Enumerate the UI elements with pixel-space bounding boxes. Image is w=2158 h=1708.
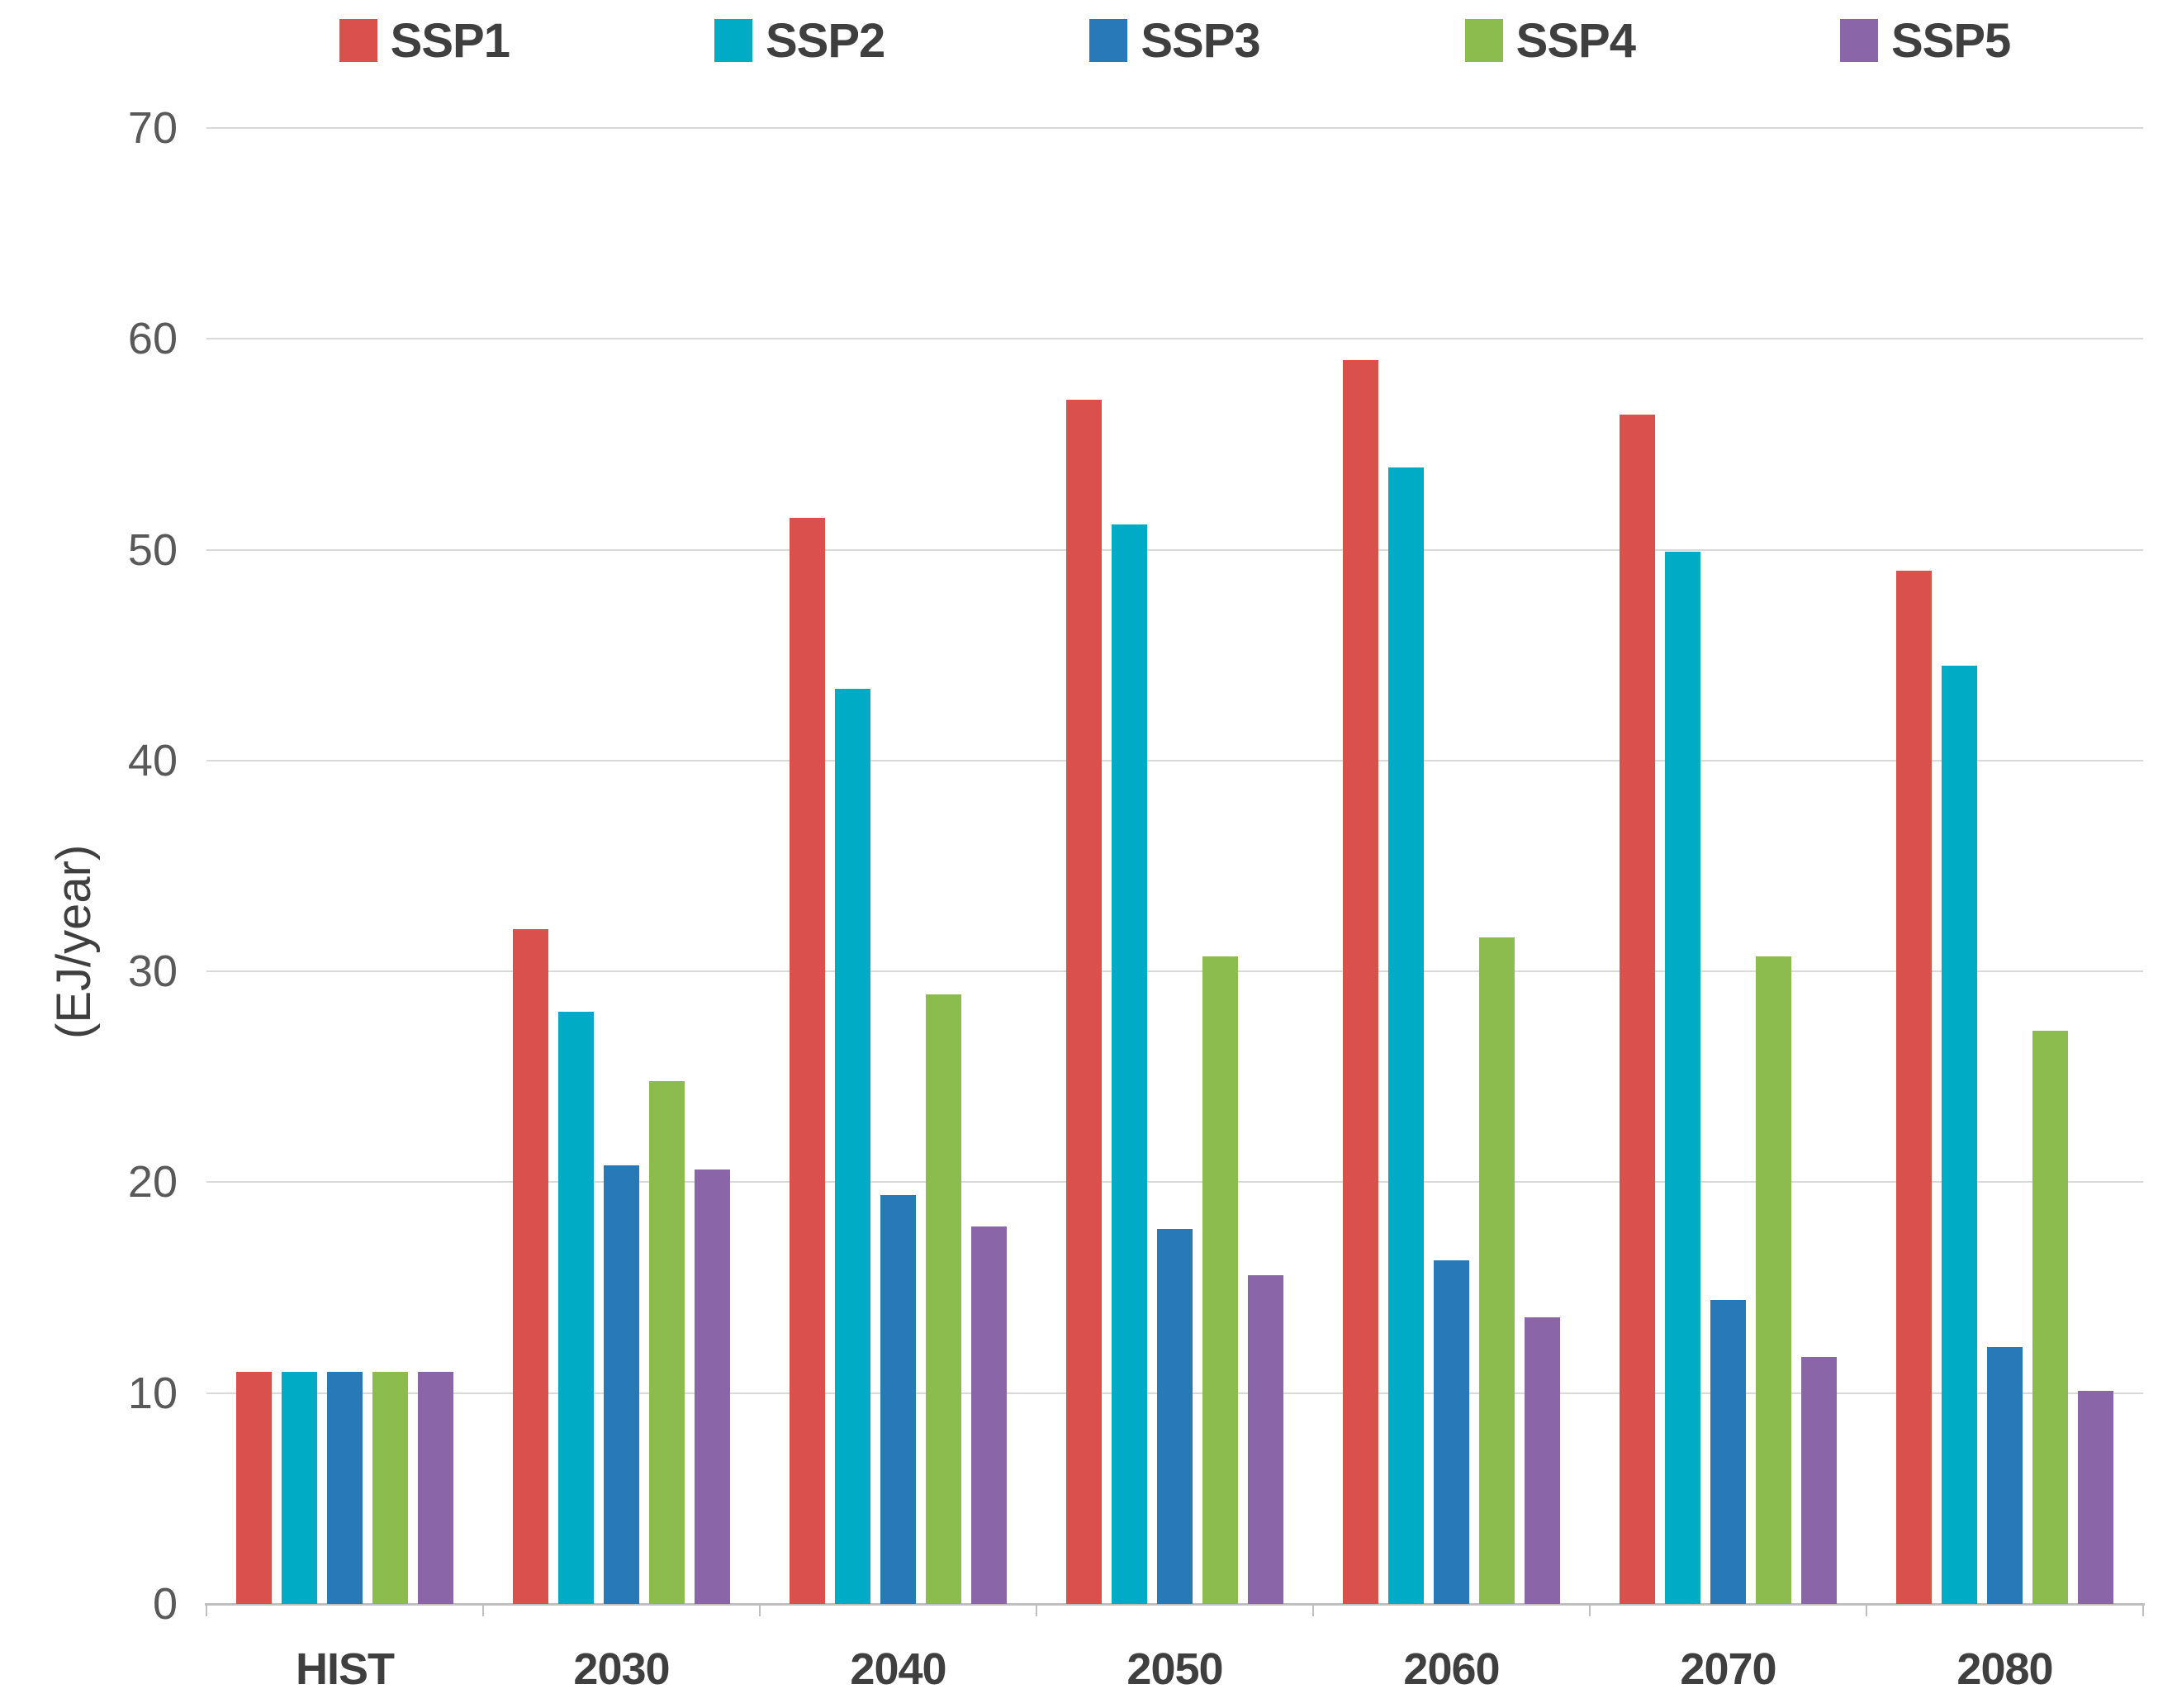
- bar-ssp5-2030: [695, 1170, 730, 1604]
- bar-ssp1-hist: [236, 1372, 272, 1604]
- y-tick-label-70: 70: [127, 103, 178, 153]
- bar-ssp2-2080: [1942, 665, 1977, 1604]
- legend-item-ssp1: SSP1: [339, 13, 510, 69]
- y-tick-label-10: 10: [127, 1368, 178, 1418]
- legend-swatch-ssp3: [1089, 19, 1128, 62]
- bar-ssp3-2060: [1434, 1260, 1469, 1604]
- x-category-label-2040: 2040: [850, 1644, 946, 1694]
- bar-ssp4-2040: [926, 994, 961, 1604]
- bar-ssp1-2070: [1620, 415, 1655, 1604]
- legend-item-ssp2: SSP2: [714, 13, 885, 69]
- bar-ssp5-2070: [1801, 1357, 1837, 1604]
- bar-ssp3-2080: [1987, 1346, 2023, 1604]
- bar-ssp2-2070: [1665, 552, 1700, 1604]
- bar-ssp5-hist: [418, 1372, 453, 1604]
- x-axis-tick: [759, 1604, 761, 1616]
- bar-ssp2-hist: [282, 1372, 317, 1604]
- bar-ssp4-2050: [1202, 956, 1238, 1604]
- legend-label: SSP3: [1141, 13, 1260, 68]
- bar-ssp2-2040: [835, 689, 870, 1604]
- legend-swatch-ssp2: [714, 19, 752, 62]
- x-category-label-2050: 2050: [1126, 1644, 1223, 1694]
- gridline-y20: [206, 1181, 2143, 1184]
- chart-legend: SSP1 SSP2 SSP3 SSP4 SSP5: [206, 12, 2143, 69]
- bar-ssp1-2060: [1343, 359, 1378, 1604]
- bar-ssp4-2070: [1756, 956, 1791, 1604]
- legend-item-ssp3: SSP3: [1089, 13, 1261, 69]
- bar-ssp1-2050: [1066, 400, 1102, 1604]
- bar-ssp5-2040: [971, 1226, 1007, 1604]
- y-tick-label-0: 0: [152, 1579, 178, 1629]
- x-category-label-2070: 2070: [1680, 1644, 1776, 1694]
- bar-ssp2-2030: [558, 1011, 594, 1604]
- x-category-label-2060: 2060: [1403, 1644, 1500, 1694]
- gridline-y60: [206, 338, 2143, 340]
- y-tick-label-50: 50: [127, 524, 178, 575]
- bar-ssp1-2040: [790, 518, 825, 1604]
- x-category-label-2030: 2030: [573, 1644, 670, 1694]
- gridline-y70: [206, 127, 2143, 129]
- x-category-label-2080: 2080: [1956, 1644, 2053, 1694]
- x-axis-tick: [482, 1604, 484, 1616]
- x-axis-tick: [1312, 1604, 1314, 1616]
- bar-ssp1-2080: [1896, 571, 1932, 1604]
- bar-ssp3-2070: [1710, 1300, 1746, 1604]
- bar-ssp5-2080: [2078, 1391, 2113, 1604]
- legend-label: SSP2: [766, 13, 885, 68]
- bar-ssp2-2050: [1112, 524, 1147, 1604]
- bar-ssp3-2030: [604, 1165, 639, 1604]
- x-axis-tick: [2142, 1604, 2144, 1616]
- x-axis-line: [205, 1603, 2145, 1606]
- legend-label: SSP4: [1515, 13, 1636, 68]
- bar-ssp3-2040: [880, 1194, 916, 1604]
- y-tick-label-20: 20: [127, 1157, 178, 1207]
- legend-swatch-ssp5: [1839, 19, 1878, 62]
- legend-label: SSP5: [1890, 13, 2011, 68]
- legend-label: SSP1: [390, 13, 510, 68]
- legend-swatch-ssp4: [1464, 19, 1503, 62]
- legend-item-ssp4: SSP4: [1464, 13, 1636, 69]
- x-axis-tick: [1866, 1604, 1867, 1616]
- y-tick-label-40: 40: [127, 735, 178, 785]
- bar-ssp1-2030: [513, 929, 548, 1604]
- bar-ssp5-2050: [1248, 1274, 1283, 1604]
- bar-ssp4-2030: [649, 1080, 685, 1604]
- x-category-label-hist: HIST: [295, 1644, 395, 1694]
- x-axis-tick: [206, 1604, 207, 1616]
- y-tick-label-30: 30: [127, 947, 178, 997]
- x-axis-tick: [1589, 1604, 1591, 1616]
- bar-ssp4-hist: [372, 1372, 408, 1604]
- x-axis-tick: [1036, 1604, 1037, 1616]
- bar-ssp2-2060: [1388, 467, 1424, 1604]
- y-tick-label-60: 60: [127, 314, 178, 364]
- bar-ssp3-hist: [327, 1372, 363, 1604]
- bar-ssp3-2050: [1157, 1228, 1193, 1604]
- legend-swatch-ssp1: [339, 19, 377, 62]
- bar-ssp4-2060: [1479, 937, 1515, 1604]
- bar-ssp4-2080: [2032, 1030, 2068, 1604]
- gridline-y50: [206, 548, 2143, 551]
- gridline-y30: [206, 970, 2143, 973]
- bar-ssp5-2060: [1525, 1317, 1560, 1604]
- gridline-y40: [206, 759, 2143, 761]
- legend-item-ssp5: SSP5: [1839, 13, 2011, 69]
